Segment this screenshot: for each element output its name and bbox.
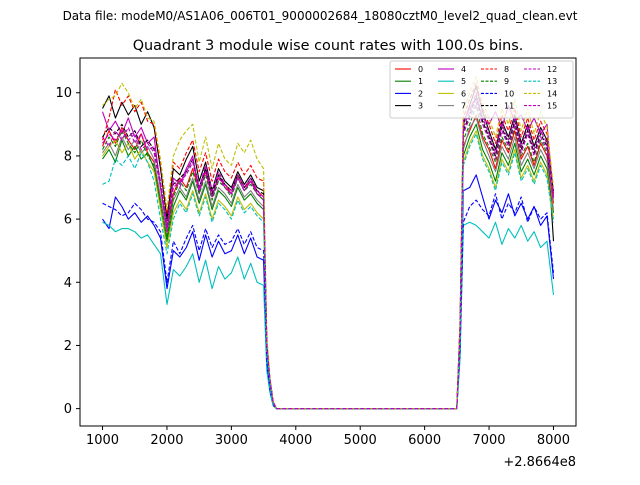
legend-label-1: 1 <box>418 77 423 86</box>
legend-box <box>389 60 574 119</box>
legend-label-11: 11 <box>504 102 514 111</box>
x-tick-label: 2000 <box>150 433 183 448</box>
axes-border <box>79 57 577 427</box>
y-tick-label: 10 <box>55 86 72 101</box>
legend-label-6: 6 <box>461 89 466 98</box>
y-tick-label: 2 <box>64 339 72 354</box>
x-tick-label: 3000 <box>215 433 248 448</box>
x-tick-label: 1000 <box>86 433 119 448</box>
x-tick-label: 6000 <box>408 433 441 448</box>
chart-title: Quadrant 3 module wise count rates with … <box>133 38 524 54</box>
plot-area <box>80 58 576 426</box>
legend-label-2: 2 <box>418 89 423 98</box>
legend-label-8: 8 <box>504 65 509 74</box>
x-tick-label: 5000 <box>344 433 377 448</box>
legend-label-12: 12 <box>547 65 557 74</box>
legend-label-3: 3 <box>418 102 423 111</box>
x-tick-label: 7000 <box>472 433 505 448</box>
legend-label-10: 10 <box>504 89 514 98</box>
legend-label-13: 13 <box>547 77 557 86</box>
y-tick-label: 0 <box>64 402 72 417</box>
legend-label-15: 15 <box>547 102 557 111</box>
legend-label-7: 7 <box>461 102 466 111</box>
y-tick-label: 4 <box>64 276 72 291</box>
legend-label-5: 5 <box>461 77 466 86</box>
suptitle: Data file: modeM0/AS1A06_006T01_90000026… <box>63 9 578 23</box>
legend-label-9: 9 <box>504 77 509 86</box>
x-tick-label: 8000 <box>537 433 570 448</box>
x-tick-label: 4000 <box>279 433 312 448</box>
x-offset-label: +2.8664e8 <box>503 455 576 470</box>
legend-label-0: 0 <box>418 65 423 74</box>
y-axis: 0 2 4 6 8 10 <box>55 86 80 417</box>
legend-label-14: 14 <box>547 89 557 98</box>
x-axis: 1000 2000 3000 4000 5000 6000 7000 8000 <box>86 426 570 448</box>
y-tick-label: 6 <box>64 213 72 228</box>
y-tick-label: 8 <box>64 149 72 164</box>
legend-label-4: 4 <box>461 65 466 74</box>
